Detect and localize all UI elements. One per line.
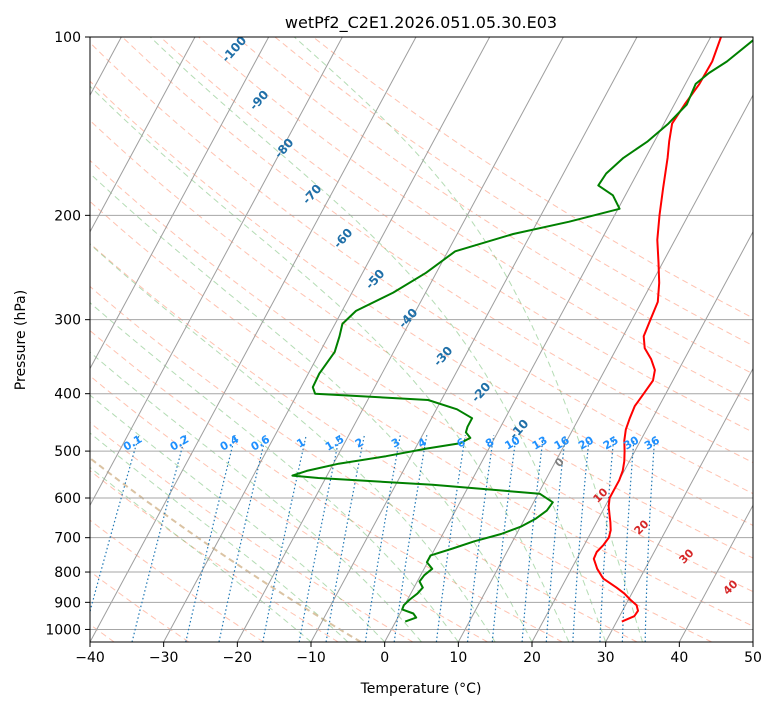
isotherm-line	[678, 504, 753, 642]
y-tick-label: 200	[54, 208, 81, 224]
mixing-ratio-line	[599, 435, 615, 642]
y-tick-label: 600	[54, 491, 81, 507]
dry-adiabat	[121, 37, 753, 464]
y-tick-label: 900	[54, 595, 81, 611]
isotherm-line	[531, 230, 753, 642]
x-tick-label: 0	[380, 650, 389, 666]
x-tick-label: −40	[75, 650, 105, 666]
mixing-ratio-line	[545, 435, 566, 642]
mixing-ratio-line	[644, 435, 656, 642]
isotherm-line	[236, 37, 564, 642]
mixing-ratio-line	[521, 435, 544, 642]
dry-adiabat	[90, 200, 753, 627]
moist-adiabat	[90, 172, 533, 642]
dry-adiabat	[160, 37, 753, 433]
isotherm-line	[605, 367, 753, 642]
axes: −40 −30 −20 −10 0 10 20 30 40 50 100 200 300 400 500 60…	[45, 30, 762, 666]
moist-adiabat	[90, 85, 570, 642]
x-tick-label: −10	[296, 650, 326, 666]
mixing-ratio-line	[90, 435, 140, 614]
isotherm-line	[90, 37, 196, 233]
y-axis-label: Pressure (hPa)	[13, 290, 29, 390]
moist-adiabat	[90, 302, 459, 642]
moist-adiabat	[149, 37, 607, 642]
x-axis-label: Temperature (°C)	[360, 681, 482, 697]
temperature-trace	[592, 37, 722, 623]
dry-adiabat	[90, 570, 190, 642]
isotherm-line	[310, 37, 638, 642]
y-tick-label: 400	[54, 387, 81, 403]
mixing-ratio-line	[325, 435, 365, 642]
isotherm-line	[163, 37, 491, 642]
x-tick-label: 20	[523, 650, 541, 666]
mixing-ratio-line	[185, 435, 236, 642]
mixing-ratio-line	[491, 435, 517, 642]
sounding-traces	[291, 37, 753, 623]
dry-adiabat	[90, 470, 339, 642]
dry-adiabat	[90, 159, 753, 593]
isotherm-line	[90, 37, 343, 507]
mixing-ratio-line	[298, 435, 341, 642]
x-tick-label: 40	[670, 650, 688, 666]
moist-adiabat	[90, 432, 349, 642]
moist-adiabat	[90, 351, 422, 642]
y-tick-label: 100	[54, 30, 81, 46]
reference-adiabat	[90, 456, 362, 642]
dry-adiabat	[312, 37, 753, 319]
y-tick-label: 700	[54, 531, 81, 547]
x-tick-label: 50	[744, 650, 762, 666]
mixing-ratio-line	[218, 435, 267, 642]
plot-frame	[89, 36, 754, 643]
dewpoint-trace	[291, 39, 753, 623]
x-tick-label: −20	[223, 650, 253, 666]
x-tick-label: 30	[597, 650, 615, 666]
mixing-ratio-line	[466, 435, 495, 642]
chart-title: wetPf2_C2E1.2026.051.05.30.E03	[285, 13, 557, 33]
mixing-ratio-line	[262, 435, 307, 642]
y-tick-label: 500	[54, 444, 81, 460]
mixing-ratio-line	[621, 435, 635, 642]
dry-adiabat	[90, 375, 488, 642]
y-tick-label: 1000	[45, 622, 81, 638]
dry-adiabat	[90, 329, 563, 642]
dry-adiabat	[274, 37, 753, 347]
x-tick-label: 10	[449, 650, 467, 666]
x-tick-label: −30	[149, 650, 179, 666]
y-tick-label: 800	[54, 565, 81, 581]
dry-adiabat	[90, 242, 712, 642]
isotherm-line	[90, 37, 417, 642]
isotherm-line	[384, 37, 712, 642]
background-lines	[90, 37, 753, 642]
isotherm-line	[90, 37, 270, 370]
y-tick-label: 300	[54, 313, 81, 329]
moist-adiabat	[90, 243, 496, 642]
mixing-ratio-line	[572, 435, 590, 642]
dry-adiabat	[90, 285, 638, 642]
isotherm-line	[457, 94, 753, 642]
mixing-ratio-line	[435, 435, 466, 642]
